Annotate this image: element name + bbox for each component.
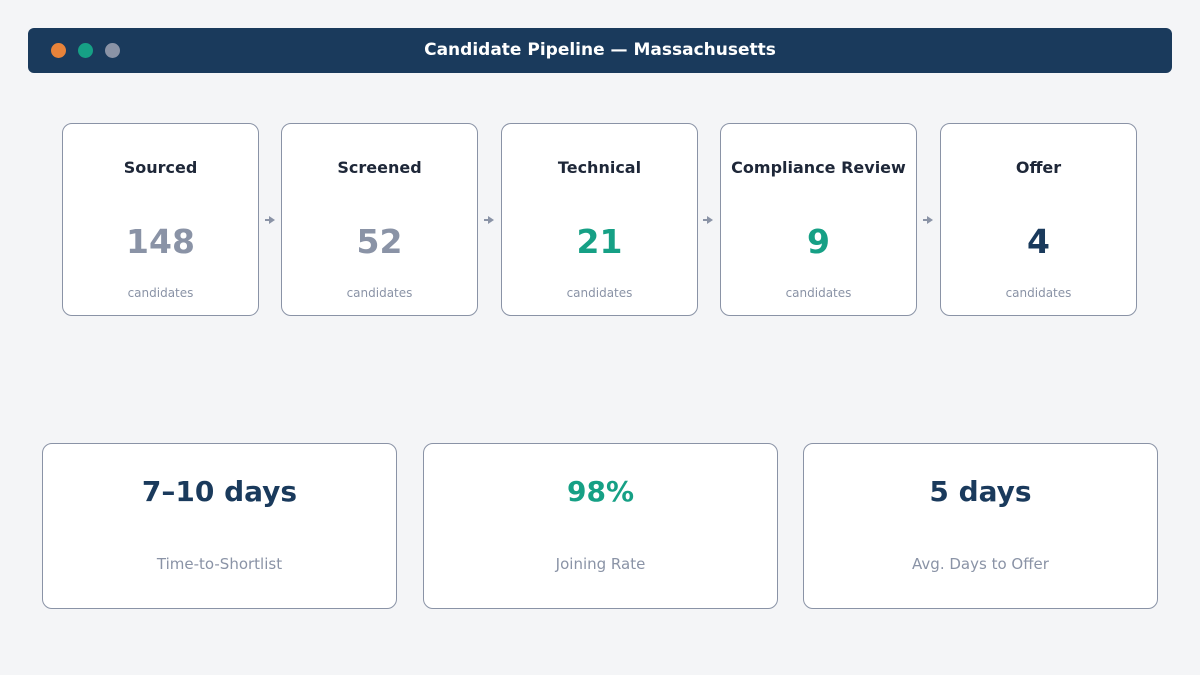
stage-unit: candidates bbox=[566, 286, 633, 300]
stage-card-technical: Technical 21 candidates bbox=[501, 123, 698, 316]
kpi-card-joining-rate: 98% Joining Rate bbox=[423, 443, 778, 609]
stage-count: 21 bbox=[576, 222, 623, 261]
stage-name: Technical bbox=[557, 158, 642, 177]
stage-count: 52 bbox=[356, 222, 403, 261]
stage-name: Sourced bbox=[123, 158, 198, 177]
kpi-card-time-to-shortlist: 7–10 days Time-to-Shortlist bbox=[42, 443, 397, 609]
stage-name: Offer bbox=[1015, 158, 1062, 177]
stage-unit: candidates bbox=[127, 286, 194, 300]
arrow-right-icon bbox=[484, 216, 494, 224]
stage-unit: candidates bbox=[785, 286, 852, 300]
stage-name: Screened bbox=[337, 158, 422, 177]
window-dot-gray[interactable] bbox=[105, 43, 120, 58]
window-dot-orange[interactable] bbox=[51, 43, 66, 58]
stage-unit: candidates bbox=[346, 286, 413, 300]
stage-count: 4 bbox=[1027, 222, 1050, 261]
stage-count: 9 bbox=[807, 222, 830, 261]
stage-unit: candidates bbox=[1005, 286, 1072, 300]
kpi-card-avg-days-to-offer: 5 days Avg. Days to Offer bbox=[803, 443, 1158, 609]
arrow-right-icon bbox=[923, 216, 933, 224]
stage-card-offer: Offer 4 candidates bbox=[940, 123, 1137, 316]
kpi-label: Avg. Days to Offer bbox=[912, 555, 1049, 573]
arrow-right-icon bbox=[703, 216, 713, 224]
stage-card-compliance-review: Compliance Review 9 candidates bbox=[720, 123, 917, 316]
stage-count: 148 bbox=[126, 222, 195, 261]
arrow-right-icon bbox=[265, 216, 275, 224]
window-dot-green[interactable] bbox=[78, 43, 93, 58]
kpi-value: 98% bbox=[566, 475, 635, 508]
stage-name: Compliance Review bbox=[731, 158, 906, 177]
title-bar: Candidate Pipeline — Massachusetts bbox=[28, 28, 1172, 73]
kpi-value: 7–10 days bbox=[141, 475, 298, 508]
kpi-label: Joining Rate bbox=[555, 555, 646, 573]
stage-card-screened: Screened 52 candidates bbox=[281, 123, 478, 316]
page-title: Candidate Pipeline — Massachusetts bbox=[424, 40, 776, 60]
kpi-value: 5 days bbox=[929, 475, 1032, 508]
stage-card-sourced: Sourced 148 candidates bbox=[62, 123, 259, 316]
kpi-label: Time-to-Shortlist bbox=[156, 555, 283, 573]
